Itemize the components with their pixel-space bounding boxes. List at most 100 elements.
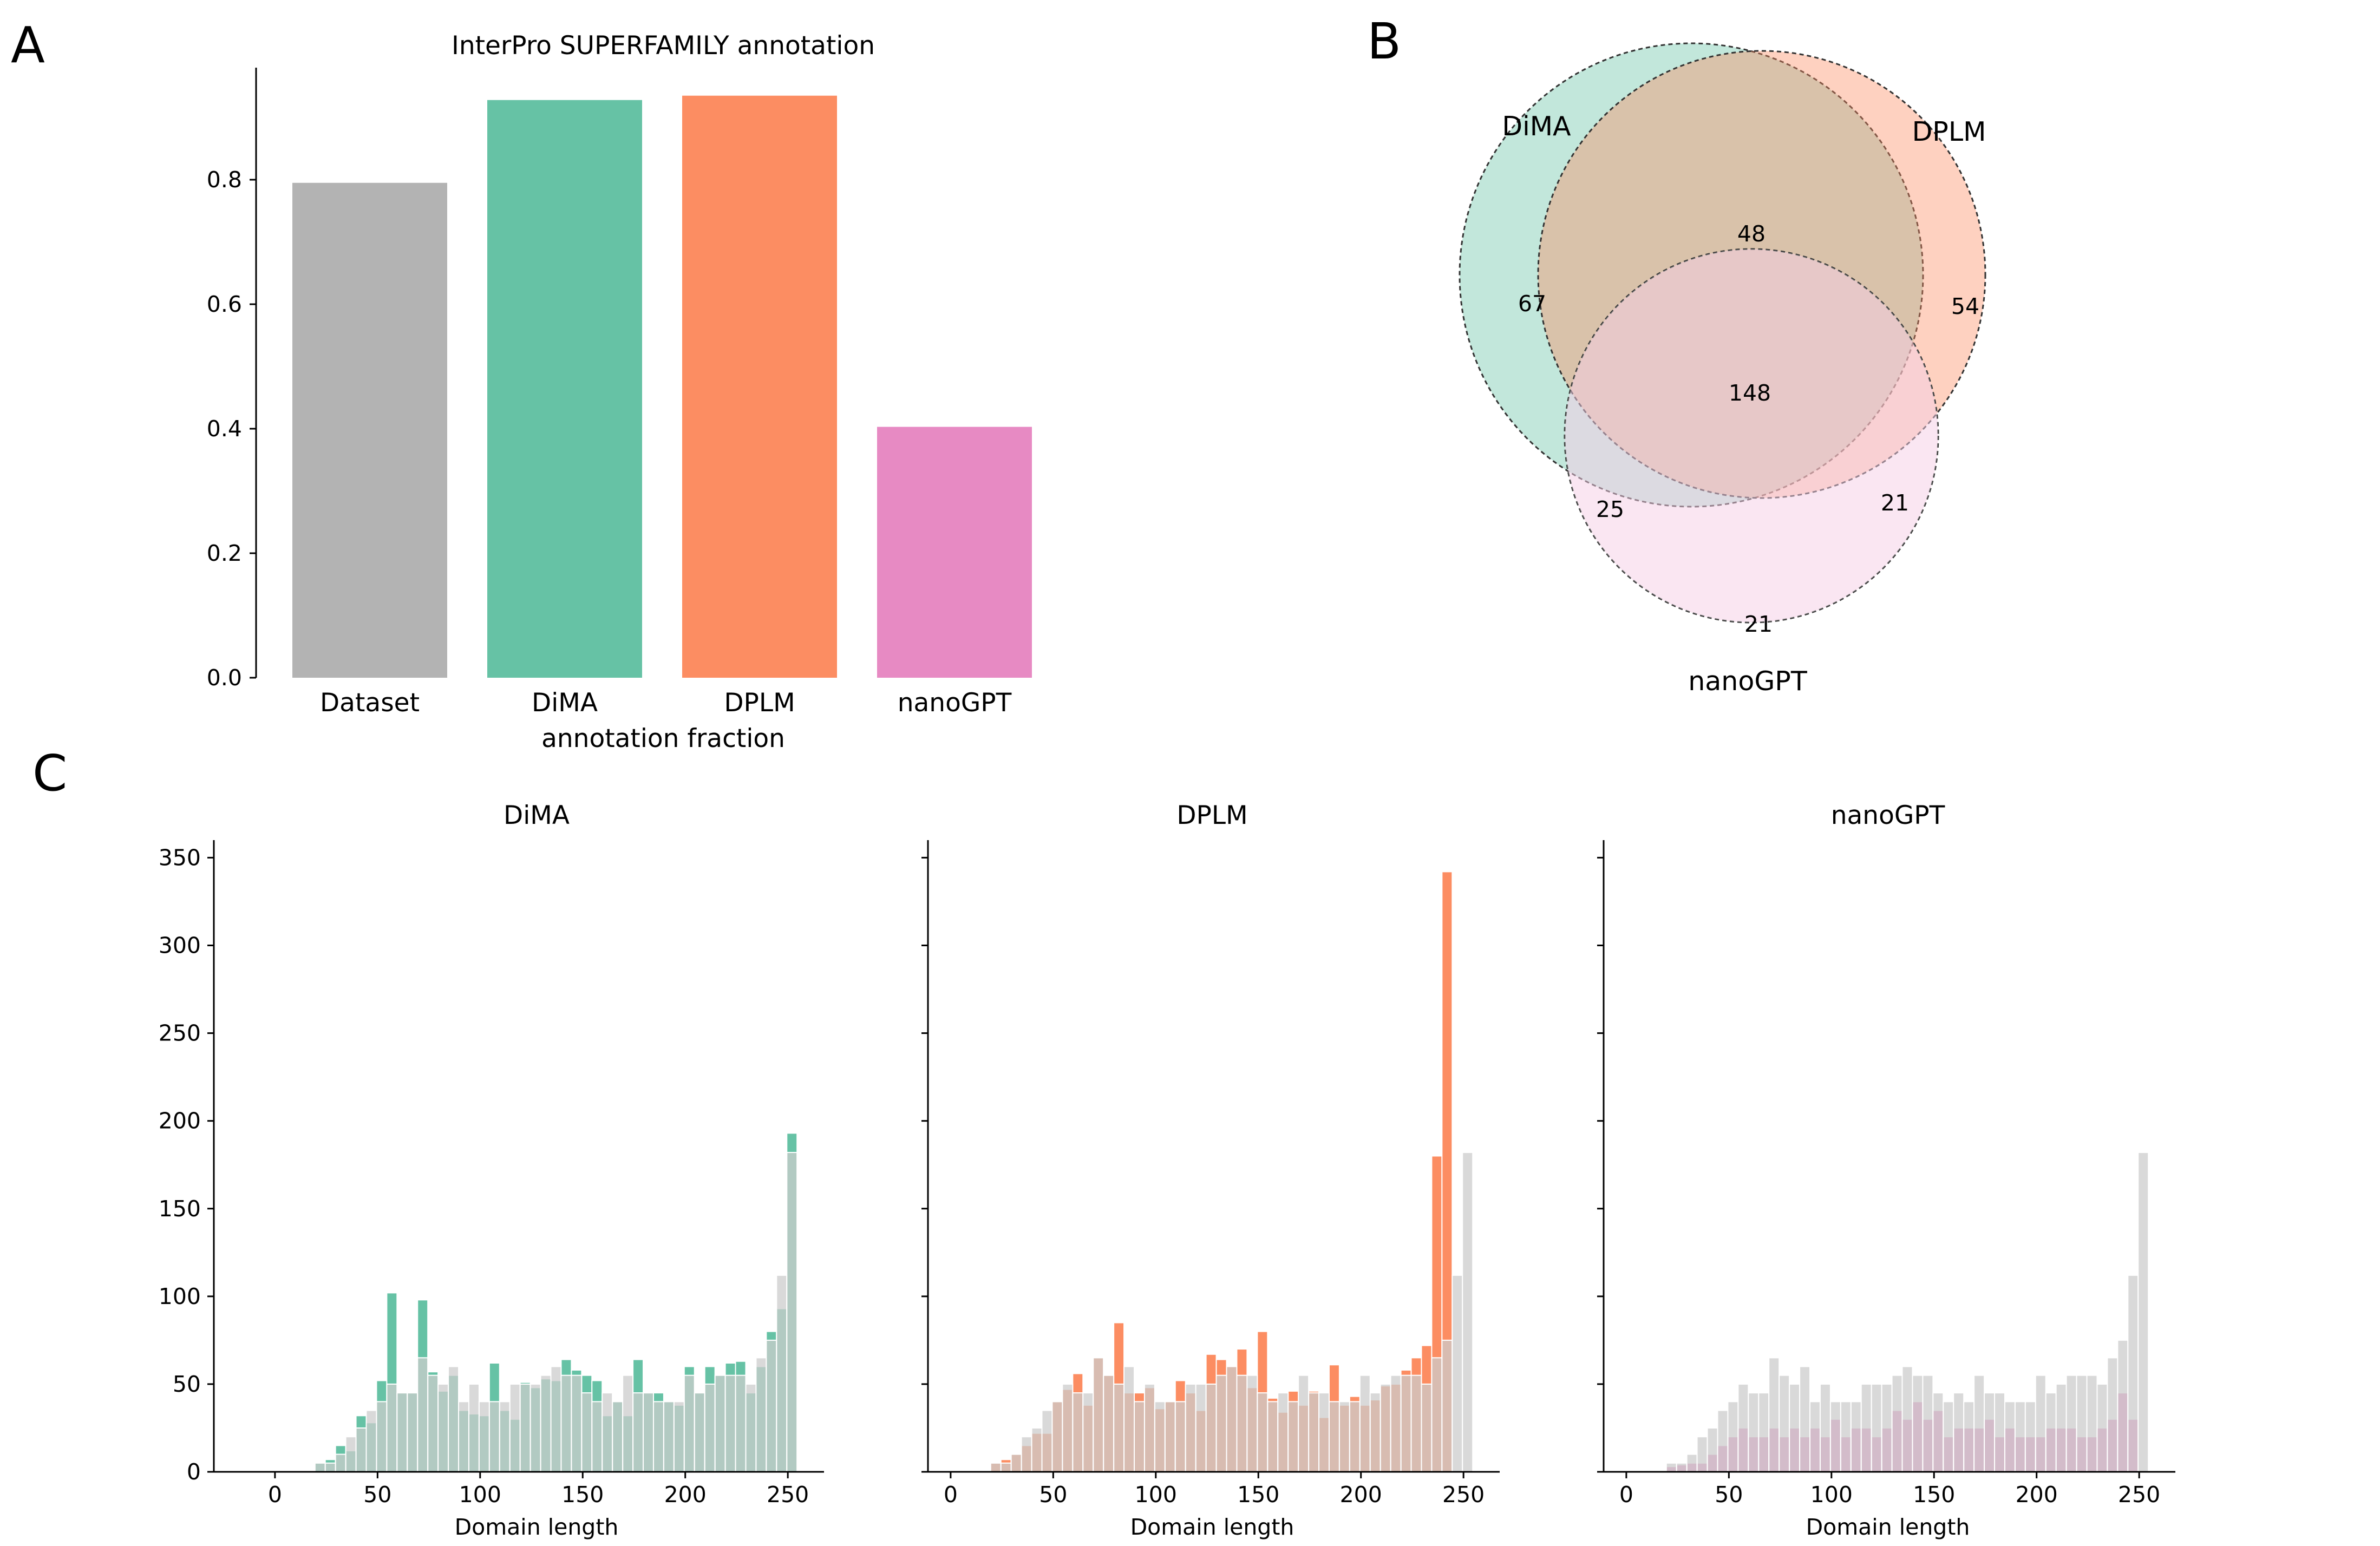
dataset-bar (1093, 1357, 1104, 1473)
dataset-bar (1665, 1462, 1677, 1473)
x-tick-label: 150 (1913, 1482, 1955, 1508)
dataset-bar (417, 1357, 429, 1473)
y-tick-label: 0.2 (207, 540, 242, 566)
dataset-bar (1451, 1274, 1463, 1473)
y-tick-label: 200 (159, 1108, 201, 1134)
dataset-bar (1799, 1366, 1811, 1472)
dataset-bar (2055, 1383, 2067, 1473)
dataset-bar (1871, 1383, 1882, 1473)
dataset-bar (1349, 1401, 1361, 1472)
y-tick-label: 0.8 (207, 167, 242, 193)
dataset-bar (1748, 1392, 1760, 1472)
venn-circle-nanogpt (1564, 248, 1939, 624)
dataset-bar (1359, 1374, 1371, 1472)
dataset-bar (2014, 1401, 2026, 1472)
dataset-bar (1963, 1401, 1975, 1472)
x-tick-label: 200 (1340, 1482, 1382, 1508)
dataset-bar (509, 1383, 521, 1473)
dataset-bar (1000, 1462, 1012, 1473)
dataset-bar (468, 1383, 480, 1473)
dataset-bar (1829, 1401, 1841, 1472)
dataset-bar (1338, 1401, 1350, 1472)
panel-a-bar-chart: InterPro SUPERFAMILY annotation 0.00.20.… (207, 31, 1032, 754)
dataset-bar (735, 1374, 747, 1472)
dataset-bar (427, 1374, 439, 1472)
dataset-bar (1308, 1392, 1320, 1472)
dataset-bar (2086, 1374, 2098, 1472)
panel-a-y-axis: 0.0 0.2 0.4 0.6 0.8 (207, 68, 257, 691)
x-tick-label: 100 (459, 1482, 501, 1508)
dataset-bar (376, 1401, 388, 1472)
dataset-bar (643, 1392, 654, 1472)
x-tick-label: 200 (664, 1482, 707, 1508)
x-tick-label: 50 (1039, 1482, 1067, 1508)
y-tick-label: 50 (173, 1371, 201, 1397)
histogram-dplm: DPLM 0 50 100 150 200 250 Domain length (921, 801, 1500, 1540)
y-tick-label: 0.0 (207, 665, 242, 691)
y-tick-label: 100 (159, 1283, 201, 1309)
dataset-bar (724, 1374, 736, 1472)
x-tick-label: 0 (944, 1482, 958, 1508)
dataset-bar (622, 1374, 634, 1472)
dataset-bar (1257, 1392, 1269, 1472)
dataset-bar (1051, 1401, 1063, 1472)
y-tick-label: 300 (159, 933, 201, 959)
venn-circle-dplm (1537, 50, 1986, 499)
dataset-bar (694, 1392, 705, 1472)
dataset-bar (1840, 1401, 1852, 1472)
dataset-bar (683, 1374, 695, 1472)
histogram-dima: DiMA 0 50 100 150 200 250 300 350 0 50 100 150 200 250… (159, 801, 824, 1540)
panel-a-x-categories: Dataset DiMA DPLM nanoGPT (320, 688, 1012, 718)
venn-count-nanogpt-only: 21 (1744, 611, 1773, 637)
x-tick-label: 50 (1715, 1482, 1743, 1508)
dataset-bar (652, 1401, 664, 1472)
x-tick-label: 200 (2016, 1482, 2058, 1508)
panel-b-venn-diagram: DiMA DPLM nanoGPT 67 54 21 48 25 21 148 (1459, 42, 1986, 697)
dataset-bar (1072, 1392, 1084, 1472)
bar-nanogpt (877, 427, 1032, 678)
dataset-bar (540, 1374, 552, 1472)
dataset-bar (1379, 1383, 1391, 1473)
dataset-bar (2004, 1401, 2016, 1472)
x-category-label: Dataset (320, 688, 420, 718)
dataset-bar (335, 1453, 346, 1472)
histogram-title: nanoGPT (1831, 801, 1945, 830)
dataset-bar (1082, 1392, 1094, 1472)
venn-count-all: 148 (1729, 380, 1771, 406)
dataset-bar (1901, 1366, 1913, 1472)
dataset-bar (1912, 1374, 1924, 1472)
dataset-bar (1891, 1374, 1903, 1472)
dataset-bar (1267, 1401, 1279, 1472)
dataset-bar (1994, 1392, 2005, 1472)
dataset-bar (1462, 1152, 1474, 1472)
dataset-bar (1062, 1383, 1074, 1473)
dataset-bar (1134, 1401, 1145, 1472)
dataset-bar (1277, 1392, 1289, 1472)
histogram-title: DPLM (1176, 801, 1247, 830)
dataset-bar (1758, 1392, 1770, 1472)
dataset-bar (571, 1374, 583, 1472)
dataset-bar (1984, 1392, 1996, 1472)
dataset-bar (766, 1339, 777, 1472)
y-tick-label: 250 (159, 1020, 201, 1046)
panel-letter-a: A (11, 16, 45, 74)
dataset-bar (1164, 1401, 1176, 1472)
panel-c-histograms: DiMA 0 50 100 150 200 250 300 350 0 50 100 150 200 250… (159, 801, 2175, 1540)
dataset-bar (1410, 1374, 1422, 1472)
dataset-bar (1819, 1383, 1831, 1473)
dataset-bar (2024, 1401, 2036, 1472)
dataset-bar (1932, 1392, 1944, 1472)
venn-count-dima-only: 67 (1518, 291, 1546, 317)
venn-count-dima-nanogpt: 25 (1596, 496, 1624, 522)
dataset-bar (355, 1427, 367, 1472)
dataset-bar (1953, 1392, 1965, 1472)
x-axis-label: Domain length (455, 1514, 619, 1540)
dataset-bar (1922, 1374, 1934, 1472)
dataset-bar (1421, 1383, 1433, 1473)
dataset-bar (1390, 1374, 1402, 1472)
dataset-bar (1185, 1383, 1196, 1473)
dataset-bar (2137, 1152, 2149, 1472)
dataset-bar (2065, 1374, 2077, 1472)
histogram-title: DiMA (504, 801, 570, 830)
